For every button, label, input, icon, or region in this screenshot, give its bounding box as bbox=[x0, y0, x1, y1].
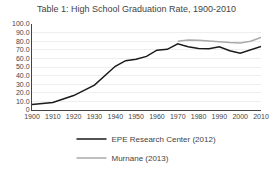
svg-text:1900: 1900 bbox=[24, 113, 40, 120]
svg-text:80.0: 80.0 bbox=[16, 38, 30, 45]
svg-text:60.0: 60.0 bbox=[16, 55, 30, 62]
svg-text:10.0: 10.0 bbox=[16, 98, 30, 105]
svg-text:2010: 2010 bbox=[253, 113, 269, 120]
svg-text:100.0: 100.0 bbox=[12, 20, 30, 27]
svg-text:50.0: 50.0 bbox=[16, 63, 30, 70]
svg-text:90.0: 90.0 bbox=[16, 29, 30, 36]
svg-text:40.0: 40.0 bbox=[16, 72, 30, 79]
svg-text:1940: 1940 bbox=[107, 113, 123, 120]
svg-text:Murnane (2013): Murnane (2013) bbox=[112, 154, 169, 163]
svg-text:1980: 1980 bbox=[191, 113, 207, 120]
svg-text:20.0: 20.0 bbox=[16, 89, 30, 96]
svg-text:EPE Research Center (2012): EPE Research Center (2012) bbox=[112, 135, 216, 144]
svg-text:1920: 1920 bbox=[66, 113, 82, 120]
svg-text:70.0: 70.0 bbox=[16, 46, 30, 53]
svg-text:Table 1: High School Graduatio: Table 1: High School Graduation Rate, 19… bbox=[37, 4, 236, 14]
svg-text:2000: 2000 bbox=[232, 113, 248, 120]
svg-text:1970: 1970 bbox=[170, 113, 186, 120]
svg-text:1960: 1960 bbox=[149, 113, 165, 120]
svg-text:1990: 1990 bbox=[212, 113, 228, 120]
svg-text:1930: 1930 bbox=[87, 113, 103, 120]
svg-text:0: 0 bbox=[26, 106, 30, 113]
svg-text:30.0: 30.0 bbox=[16, 81, 30, 88]
svg-text:1910: 1910 bbox=[45, 113, 61, 120]
svg-text:1950: 1950 bbox=[128, 113, 144, 120]
